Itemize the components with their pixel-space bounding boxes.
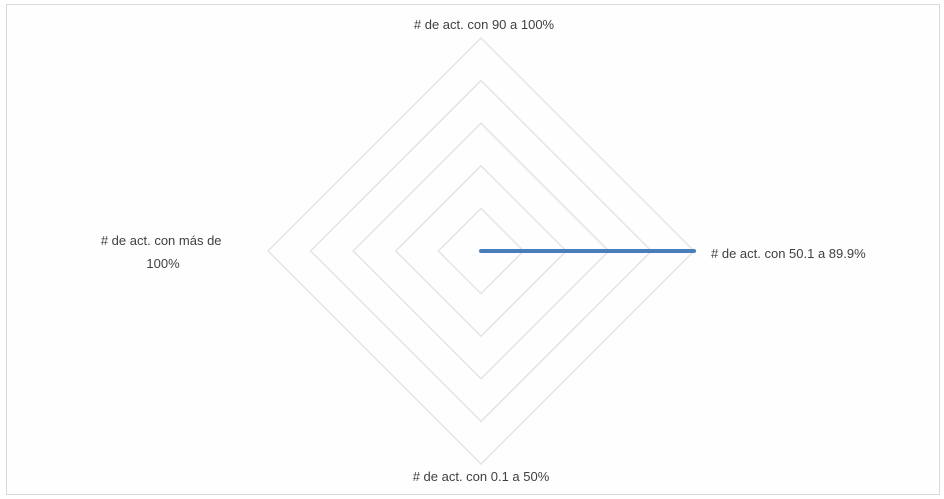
axis-label-top: # de act. con 90 a 100%: [414, 17, 555, 32]
axis-label-bottom: # de act. con 0.1 a 50%: [413, 469, 550, 484]
radar-grid: [266, 36, 696, 466]
grid-ring: [437, 207, 525, 295]
axis-label-right: # de act. con 50.1 a 89.9%: [711, 246, 866, 261]
grid-ring: [309, 79, 653, 423]
grid-ring: [352, 122, 610, 380]
grid-ring: [266, 36, 696, 466]
grid-ring: [394, 164, 568, 338]
axis-label-left: # de act. con más de 100%: [101, 233, 225, 271]
